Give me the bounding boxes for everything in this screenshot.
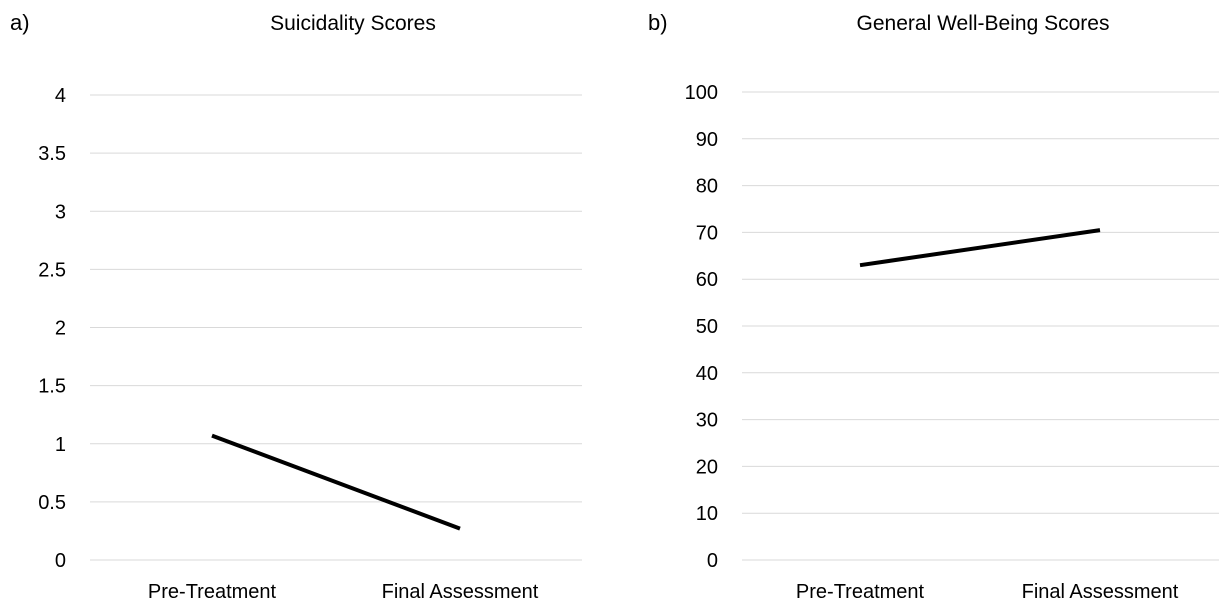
suicidality-y-tick-label: 3.5 — [38, 143, 66, 165]
well-being-y-tick-label: 60 — [696, 269, 718, 291]
well-being-y-tick-label: 10 — [696, 503, 718, 525]
suicidality-y-tick-label: 3 — [55, 201, 66, 223]
well-being-y-tick-label: 30 — [696, 410, 718, 432]
suicidality-y-tick-label: 0 — [55, 550, 66, 572]
well-being-y-tick-label: 0 — [707, 550, 718, 572]
suicidality-y-tick-label: 0.5 — [38, 492, 66, 514]
suicidality-y-tick-label: 2.5 — [38, 259, 66, 281]
suicidality-y-tick-label: 1 — [55, 434, 66, 456]
well-being-x-category-label: Final Assessment — [1022, 581, 1179, 603]
suicidality-y-tick-label: 2 — [55, 318, 66, 340]
suicidality-y-tick-label: 1.5 — [38, 376, 66, 398]
well-being-y-tick-label: 50 — [696, 316, 718, 338]
well-being-series-line — [859, 228, 1101, 268]
panel-label-a: a) — [10, 10, 30, 35]
well-being-y-tick-label: 70 — [696, 222, 718, 244]
well-being-y-tick-label: 80 — [696, 176, 718, 198]
well-being-y-tick-label: 100 — [685, 82, 718, 104]
well-being-y-tick-label: 20 — [696, 456, 718, 478]
suicidality-series-line — [211, 433, 461, 531]
well-being-y-tick-label: 40 — [696, 363, 718, 385]
panel-label-b: b) — [648, 10, 668, 35]
suicidality-chart-title: Suicidality Scores — [270, 12, 436, 35]
well-being-y-tick-label: 90 — [696, 129, 718, 151]
well-being-chart-title: General Well-Being Scores — [857, 12, 1110, 35]
suicidality-x-category-label: Final Assessment — [382, 581, 539, 603]
suicidality-y-tick-label: 4 — [55, 85, 66, 107]
well-being-x-category-label: Pre-Treatment — [796, 581, 925, 603]
suicidality-x-category-label: Pre-Treatment — [148, 581, 277, 603]
